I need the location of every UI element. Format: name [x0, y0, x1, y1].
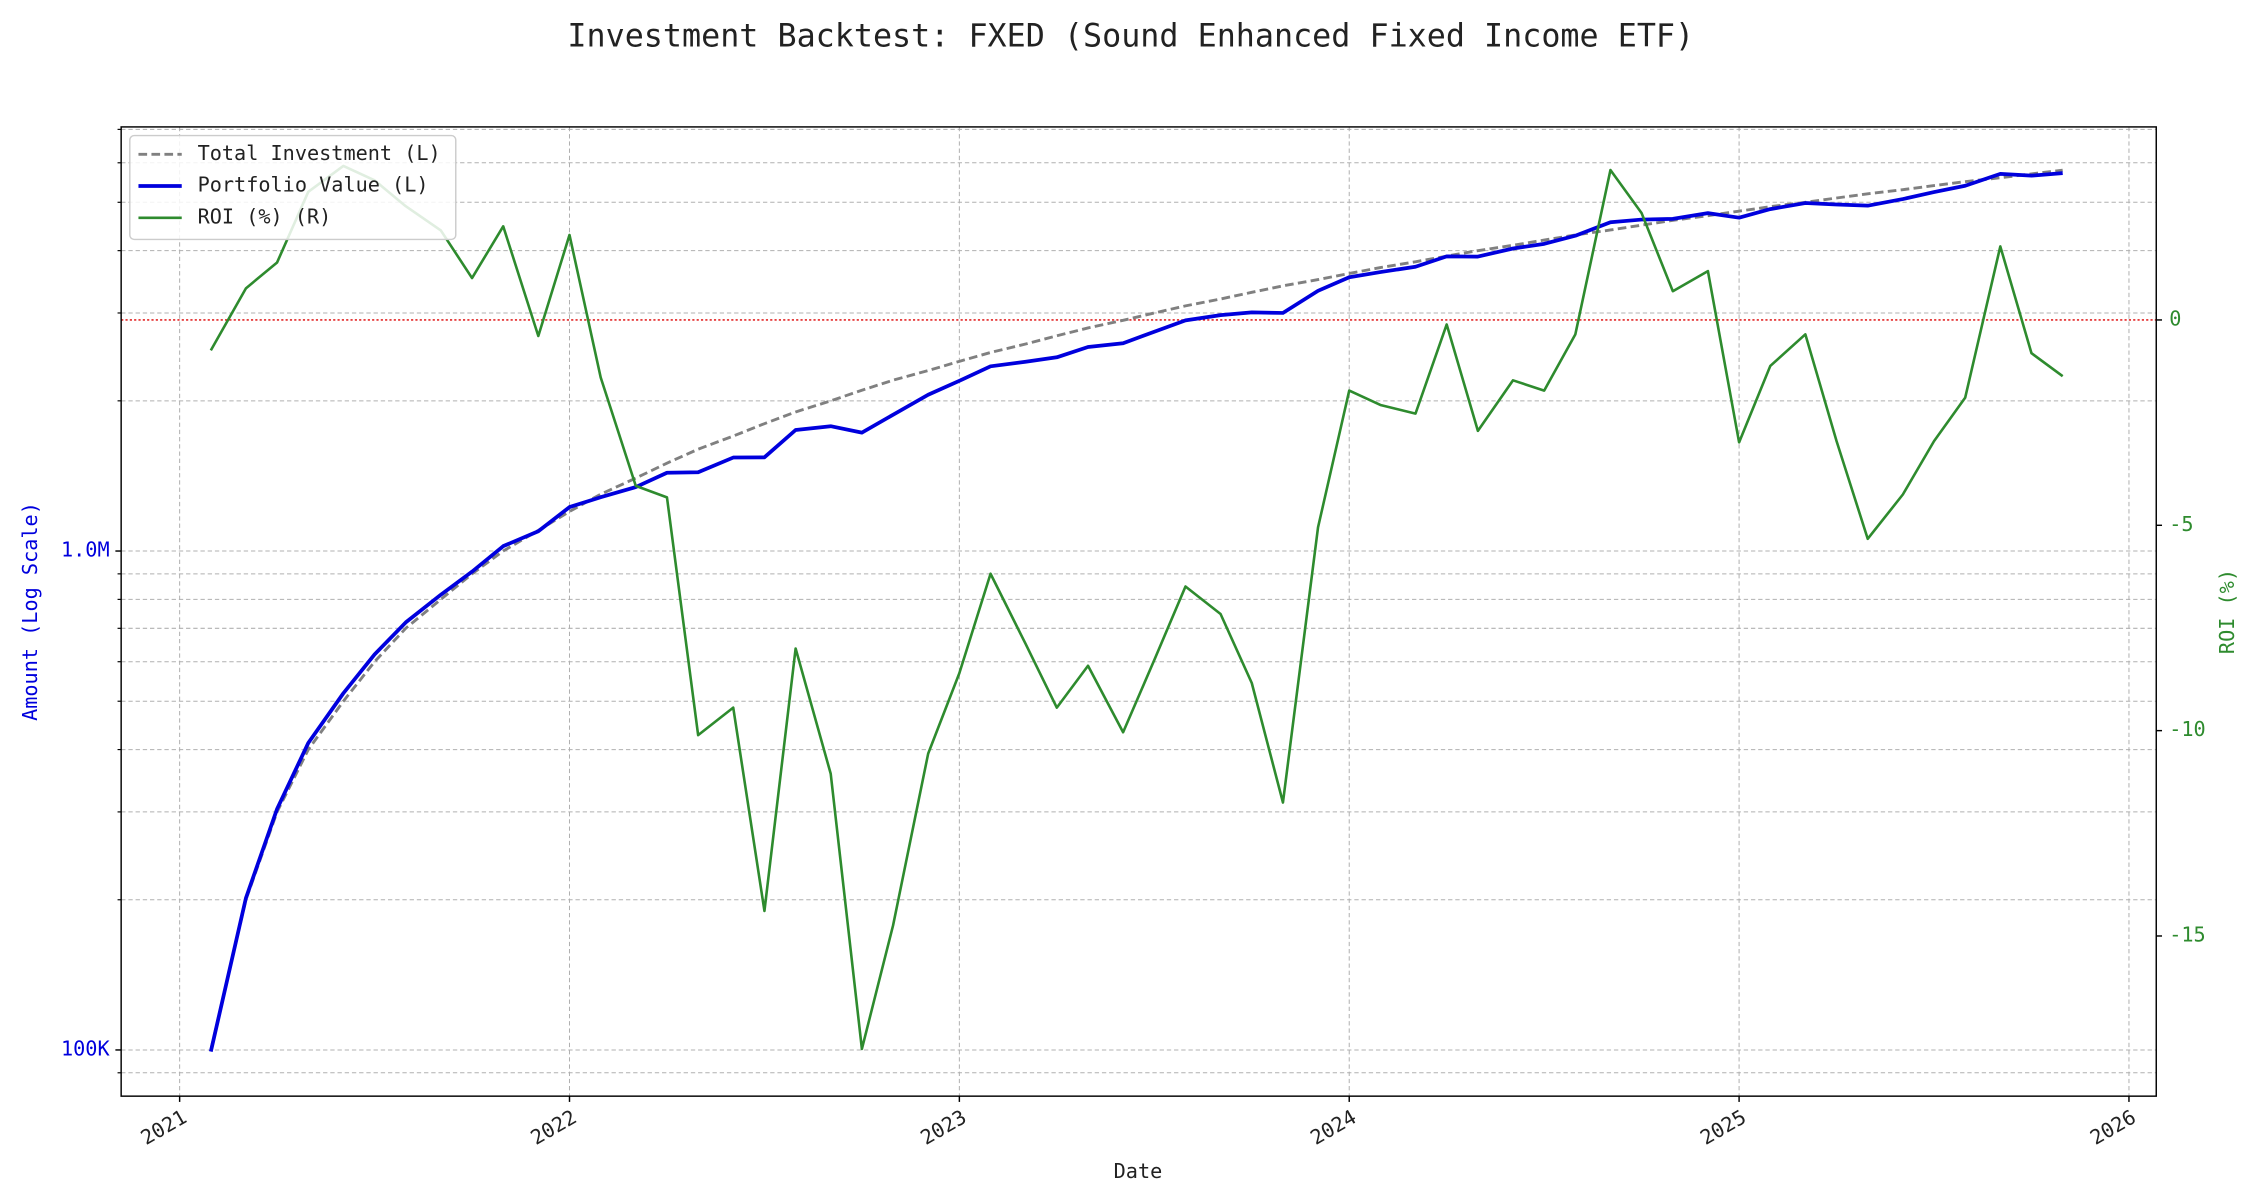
x-axis-label: Date — [1114, 1159, 1163, 1183]
x-tick-label: 2023 — [916, 1105, 970, 1150]
legend-label: ROI (%) (R) — [198, 204, 332, 228]
x-tick-label: 2024 — [1306, 1105, 1360, 1150]
plot-frame — [120, 126, 2157, 1097]
x-tick-label: 2025 — [1696, 1105, 1750, 1150]
series-line — [209, 168, 2063, 1051]
chart-title: Investment Backtest: FXED (Sound Enhance… — [567, 19, 1694, 55]
series-line — [209, 164, 2064, 1051]
x-tick-label: 2022 — [526, 1105, 580, 1150]
x-tick-label: 2026 — [2086, 1105, 2140, 1150]
legend: Total Investment (L) Portfolio Value (L) R… — [129, 134, 457, 241]
y2-axis-label: ROI (%) — [2215, 569, 2239, 654]
legend-label: Portfolio Value (L) — [198, 173, 429, 197]
y2-tick-label: -5 — [2169, 512, 2193, 536]
legend-label: Total Investment (L) — [198, 141, 441, 165]
y-tick-label: 1.0M — [61, 538, 110, 562]
y2-tick-label: -15 — [2169, 922, 2205, 946]
y2-tick-label: -10 — [2169, 717, 2205, 741]
x-tick-label: 2021 — [137, 1105, 191, 1150]
y-tick-label: 100K — [61, 1036, 110, 1060]
y2-tick-label: 0 — [2169, 306, 2181, 330]
y-axis-label: Amount (Log Scale) — [18, 502, 42, 721]
series-line — [208, 171, 2063, 1052]
legend-box — [129, 134, 457, 241]
